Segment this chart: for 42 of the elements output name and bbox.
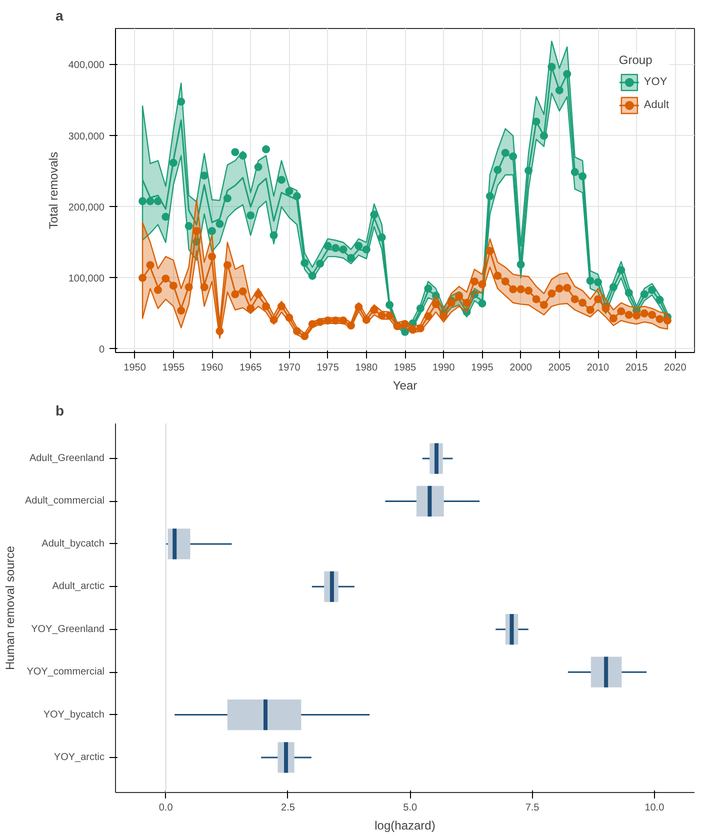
y-tick-label: Adult_arctic xyxy=(52,581,105,592)
x-tick-label: 2020 xyxy=(664,362,687,374)
x-tick-label: 1960 xyxy=(200,362,224,374)
x-tick-label: 1980 xyxy=(355,362,378,374)
x-tick-label: 1955 xyxy=(162,362,185,374)
y-tick-label: Adult_Greenland xyxy=(29,453,105,464)
x-tick-label: 5.0 xyxy=(403,802,418,814)
x-tick-label: 1985 xyxy=(394,362,417,374)
x-tick-label: 2.5 xyxy=(281,802,296,814)
y-tick-label: YOY_Greenland xyxy=(31,624,105,635)
y-tick-label: YOY_bycatch xyxy=(43,709,105,720)
legend-label: Adult xyxy=(644,99,669,111)
y-axis-title: Total removals xyxy=(46,152,60,230)
x-axis-title: log(hazard) xyxy=(374,818,436,832)
x-tick-label: 1970 xyxy=(278,362,301,374)
y-tick-label: 100,000 xyxy=(68,273,105,284)
x-tick-label: 2015 xyxy=(625,362,648,374)
legend-label: YOY xyxy=(644,76,668,88)
text: b xyxy=(56,402,64,418)
y-tick-label: YOY_arctic xyxy=(54,752,105,763)
y-tick-label: YOY_commercial xyxy=(26,666,105,678)
x-tick-label: 1950 xyxy=(124,362,146,374)
legend-title: Group xyxy=(618,53,654,67)
x-tick-label: 2005 xyxy=(548,362,571,374)
y-tick-label: 200,000 xyxy=(68,202,105,214)
x-tick-label: 1995 xyxy=(471,362,494,374)
x-tick-label: 1975 xyxy=(316,362,340,374)
x-tick-label: 1990 xyxy=(432,362,456,374)
y-tick-label: 0 xyxy=(98,344,105,356)
x-tick-label: 2000 xyxy=(510,362,532,374)
x-tick-label: 1965 xyxy=(239,362,262,374)
y-tick-label: 400,000 xyxy=(68,60,105,72)
x-tick-label: 10.0 xyxy=(644,802,665,814)
x-tick-label: 2010 xyxy=(586,362,610,374)
y-tick-label: 300,000 xyxy=(68,131,105,142)
x-tick-label: 0.0 xyxy=(158,802,174,814)
x-tick-label: 7.5 xyxy=(525,802,540,814)
x-axis-title: Year xyxy=(392,378,418,392)
text: a xyxy=(56,8,64,24)
y-tick-label: Adult_bycatch xyxy=(42,538,105,550)
y-axis-title: Human removal source xyxy=(3,546,18,670)
y-tick-label: Adult_commercial xyxy=(25,496,105,507)
